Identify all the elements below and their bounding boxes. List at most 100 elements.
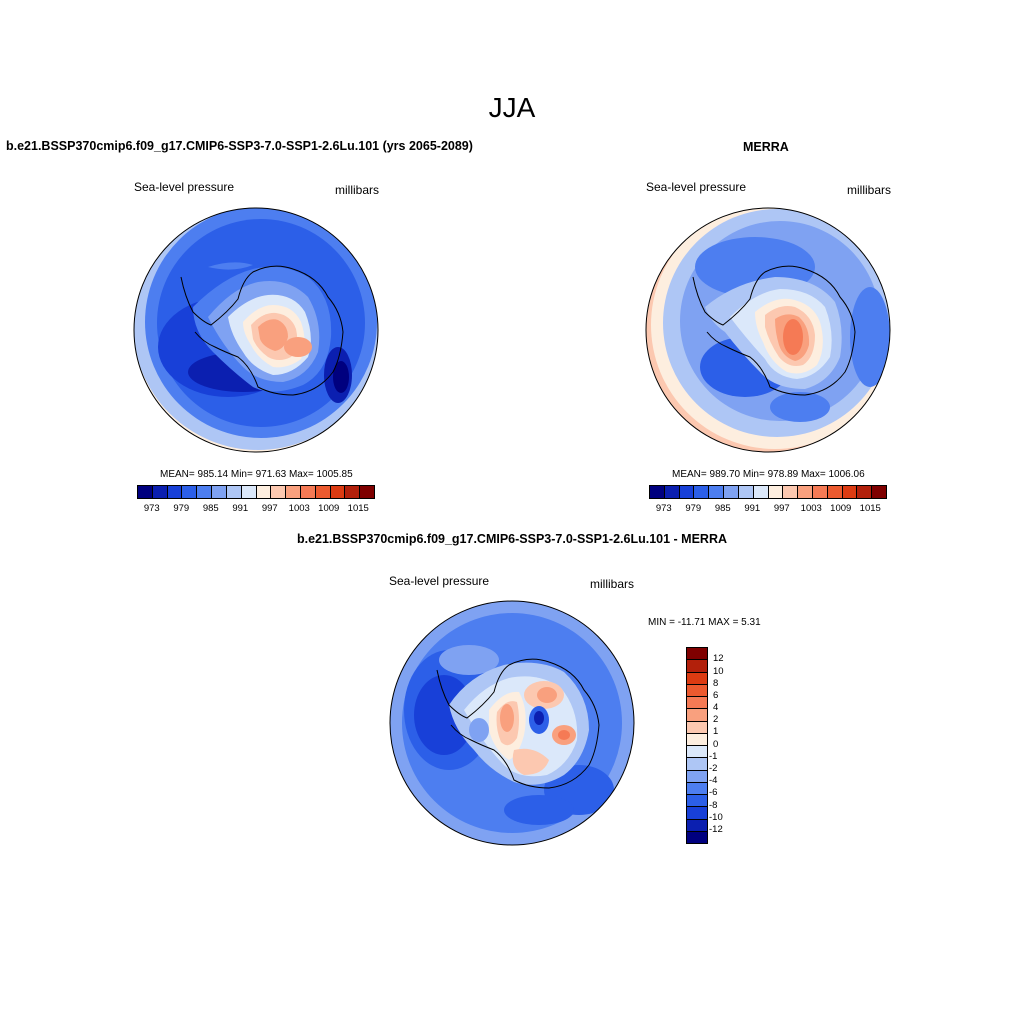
- colorbar-tick-label: 1003: [800, 503, 822, 514]
- colorbar-swatch: [687, 648, 707, 661]
- panel1-variable-label: Sea-level pressure: [134, 180, 235, 194]
- colorbar-swatch: [344, 486, 360, 498]
- panel2-stats: MEAN= 989.70 Min= 978.89 Max= 1006.06: [672, 469, 865, 480]
- colorbar-tick-label: 973: [655, 503, 672, 514]
- colorbar-swatch: [687, 819, 707, 832]
- colorbar-swatch: [663, 486, 679, 498]
- colorbar-swatch: [687, 770, 707, 783]
- panel1-colorbar-ticks: 973 979 985 991 997 1003 1009 1015: [137, 503, 373, 515]
- colorbar-tick-label: 2: [713, 714, 719, 726]
- panel3-map: [389, 600, 635, 846]
- panel2-map: [645, 207, 891, 453]
- panel3-title: b.e21.BSSP370cmip6.f09_g17.CMIP6-SSP3-7.…: [296, 532, 728, 546]
- colorbar-tick-label: 6: [713, 689, 719, 701]
- colorbar-tick-label: -8: [709, 799, 718, 811]
- colorbar-tick-label: -4: [709, 775, 718, 787]
- colorbar-tick-label: 12: [713, 653, 724, 665]
- colorbar-tick-label: 997: [261, 503, 278, 514]
- colorbar-tick-label: -1: [709, 750, 718, 762]
- panel1-title: b.e21.BSSP370cmip6.f09_g17.CMIP6-SSP3-7.…: [6, 139, 473, 153]
- colorbar-swatch: [687, 795, 707, 808]
- colorbar-swatch: [723, 486, 738, 498]
- colorbar-swatch: [708, 486, 724, 498]
- panel1-colorbar: [137, 485, 375, 499]
- colorbar-swatch: [687, 746, 707, 759]
- colorbar-tick-label: 991: [232, 503, 249, 514]
- colorbar-swatch: [826, 486, 842, 498]
- colorbar-swatch: [687, 660, 707, 673]
- colorbar-swatch: [687, 709, 707, 722]
- colorbar-tick-label: 1003: [288, 503, 310, 514]
- colorbar-swatch: [687, 721, 707, 734]
- colorbar-swatch: [687, 733, 707, 746]
- colorbar-tick-label: -12: [709, 823, 723, 835]
- panel3-stats: MIN = -11.71 MAX = 5.31: [648, 617, 761, 628]
- colorbar-swatch: [138, 486, 152, 498]
- panel2-variable-label: Sea-level pressure: [646, 180, 747, 194]
- panel3-units-label: millibars: [590, 577, 635, 591]
- colorbar-swatch: [255, 486, 271, 498]
- colorbar-swatch: [650, 486, 664, 498]
- colorbar-swatch: [687, 672, 707, 685]
- panel2-colorbar: [649, 485, 887, 499]
- colorbar-tick-label: 0: [713, 738, 719, 750]
- colorbar-swatch: [678, 486, 694, 498]
- colorbar-swatch: [314, 486, 330, 498]
- colorbar-tick-label: 985: [714, 503, 731, 514]
- colorbar-swatch: [196, 486, 212, 498]
- colorbar-swatch: [687, 831, 707, 843]
- panel3-colorbar-ticks: 12 10 8 6 4 2 1 0 -1 -2 -4 -6 -8 -10 -12: [709, 647, 741, 842]
- colorbar-tick-label: 973: [143, 503, 160, 514]
- colorbar-tick-label: 1009: [830, 503, 852, 514]
- colorbar-swatch: [166, 486, 182, 498]
- colorbar-swatch: [285, 486, 300, 498]
- colorbar-tick-label: 1015: [347, 503, 369, 514]
- colorbar-swatch: [693, 486, 709, 498]
- colorbar-swatch: [737, 486, 753, 498]
- colorbar-tick-label: 991: [744, 503, 761, 514]
- colorbar-swatch: [151, 486, 167, 498]
- colorbar-tick-label: 979: [173, 503, 190, 514]
- figure-title: JJA: [488, 92, 536, 123]
- colorbar-swatch: [687, 782, 707, 795]
- colorbar-swatch: [687, 684, 707, 697]
- colorbar-swatch: [856, 486, 872, 498]
- colorbar-swatch: [211, 486, 226, 498]
- colorbar-swatch: [687, 807, 707, 820]
- panel2-title: MERRA: [743, 140, 789, 154]
- panel3-variable-label: Sea-level pressure: [389, 574, 490, 588]
- colorbar-swatch: [687, 758, 707, 771]
- panel1-units-label: millibars: [335, 183, 380, 197]
- colorbar-tick-label: 8: [713, 677, 719, 689]
- colorbar-tick-label: -6: [709, 787, 718, 799]
- colorbar-swatch: [797, 486, 812, 498]
- colorbar-tick-label: 1: [713, 726, 719, 738]
- panel2-units-label: millibars: [847, 183, 892, 197]
- panel2-colorbar-ticks: 973 979 985 991 997 1003 1009 1015: [649, 503, 885, 515]
- colorbar-swatch: [811, 486, 827, 498]
- colorbar-tick-label: 10: [713, 665, 724, 677]
- colorbar-swatch: [299, 486, 315, 498]
- colorbar-tick-label: 1015: [859, 503, 881, 514]
- colorbar-tick-label: -2: [709, 763, 718, 775]
- colorbar-tick-label: -10: [709, 811, 723, 823]
- colorbar-swatch: [225, 486, 241, 498]
- colorbar-swatch: [687, 697, 707, 710]
- panel1-map: [133, 207, 379, 453]
- colorbar-swatch: [841, 486, 857, 498]
- colorbar-swatch: [329, 486, 345, 498]
- colorbar-tick-label: 4: [713, 702, 719, 714]
- colorbar-swatch: [782, 486, 798, 498]
- colorbar-swatch: [752, 486, 768, 498]
- colorbar-swatch: [767, 486, 783, 498]
- colorbar-swatch: [270, 486, 286, 498]
- colorbar-tick-label: 985: [202, 503, 219, 514]
- colorbar-swatch: [359, 486, 374, 498]
- colorbar-swatch: [871, 486, 886, 498]
- colorbar-swatch: [240, 486, 256, 498]
- colorbar-tick-label: 979: [685, 503, 702, 514]
- panel1-stats: MEAN= 985.14 Min= 971.63 Max= 1005.85: [160, 469, 353, 480]
- colorbar-tick-label: 1009: [318, 503, 340, 514]
- panel3-colorbar: [686, 647, 708, 844]
- colorbar-swatch: [181, 486, 197, 498]
